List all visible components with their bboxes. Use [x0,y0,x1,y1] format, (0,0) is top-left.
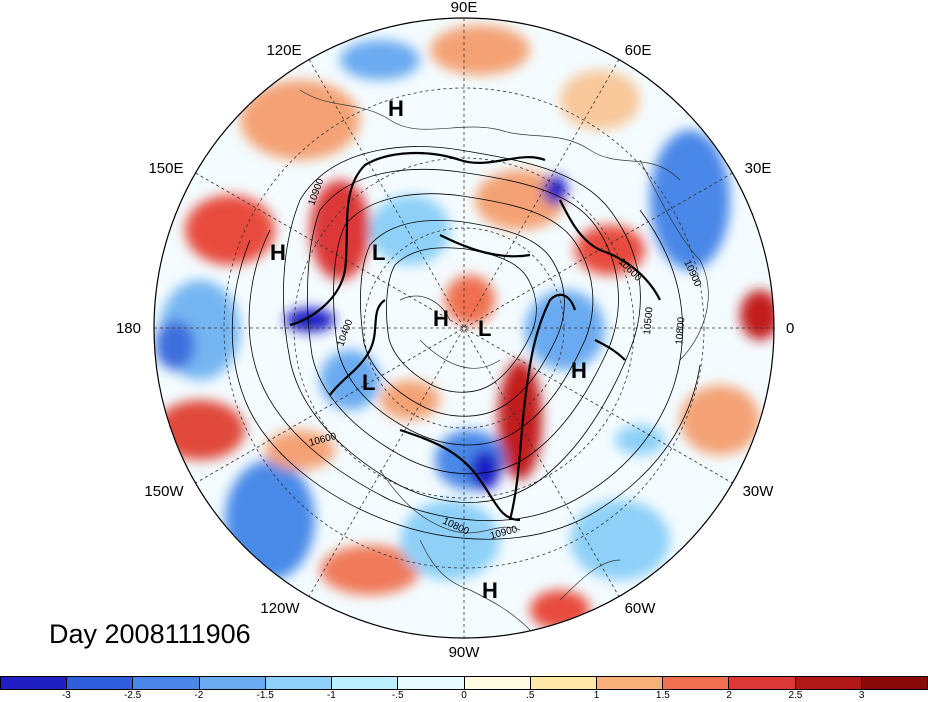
map-title: Day 2008111906 [49,619,251,649]
colorbar-segment [331,677,398,689]
lon-label-180: 180 [116,320,141,337]
high-center: H [433,306,449,331]
colorbar-segment [794,677,861,689]
colorbar-segment [264,677,332,689]
colorbar-tick-labels: -3 -2.5 -2 -1.5 -1 -.5 0 .5 1 1.5 2 2.5 3 [0,690,928,702]
lon-label-120w: 120W [260,600,300,617]
low-center: L [478,316,491,341]
low-center: L [362,370,375,395]
polar-stereographic-map: 10900 10600 10400 10900 10800 10500 1060… [116,0,794,661]
colorbar-segment [595,677,663,689]
colorbar-segment [728,677,795,689]
contour-label: 10500 [642,306,655,335]
colorbar [0,676,928,690]
lon-label-30w: 30W [743,483,775,500]
lon-label-150w: 150W [144,483,184,500]
lon-label-90e: 90E [451,0,478,16]
map-boundary [153,17,775,639]
colorbar-tick-label: .5 [526,690,535,701]
colorbar-tick-label: 2 [726,690,732,701]
colorbar-segment [198,677,265,689]
low-center: L [372,240,385,265]
height-contours [231,146,701,540]
lon-label-120e: 120E [266,42,301,59]
colorbar-tick-label: -2.5 [123,690,142,701]
lon-label-150e: 150E [148,160,183,177]
colorbar-tick-label: -1.5 [256,690,274,701]
high-center: H [388,96,404,121]
contour-label: 10800 [674,316,687,345]
colorbar-tick-label: 1 [593,690,600,701]
colorbar-tick-label: -.5 [391,690,404,701]
lon-label-30e: 30E [745,160,772,177]
lon-label-0: 0 [786,320,794,337]
colorbar-tick-label: -3 [61,690,71,701]
high-center: H [482,578,498,603]
longitude-labels: 90E 60E 30E 0 30W 60W 90W 120W 150W 180 … [116,0,794,661]
colorbar-tick-label: 1.5 [655,690,670,701]
high-center: H [270,240,286,265]
colorbar-segment [66,677,133,689]
colorbar-segment [132,677,199,689]
colorbar-segment [860,677,928,689]
colorbar-segment [529,677,596,689]
colorbar-segment [662,677,729,689]
colorbar-segment [463,677,530,689]
lon-label-90w: 90W [449,644,481,661]
high-center: H [571,358,587,383]
colorbar-segment [397,677,464,689]
lon-label-60e: 60E [625,42,652,59]
colorbar-tick-label: 3 [858,690,865,701]
colorbar-tick-label: -2 [194,690,204,701]
jet-contours [289,151,661,522]
lon-label-60w: 60W [625,600,657,617]
pressure-centers: H H L H L L H H [270,96,587,603]
continent-outlines [299,89,709,631]
grid-lines [154,18,774,638]
colorbar-segment [1,677,67,689]
colorbar-tick-label: -1 [326,690,336,701]
colorbar-tick-label: 2.5 [788,690,803,701]
colorbar-tick-label: 0 [461,690,467,701]
